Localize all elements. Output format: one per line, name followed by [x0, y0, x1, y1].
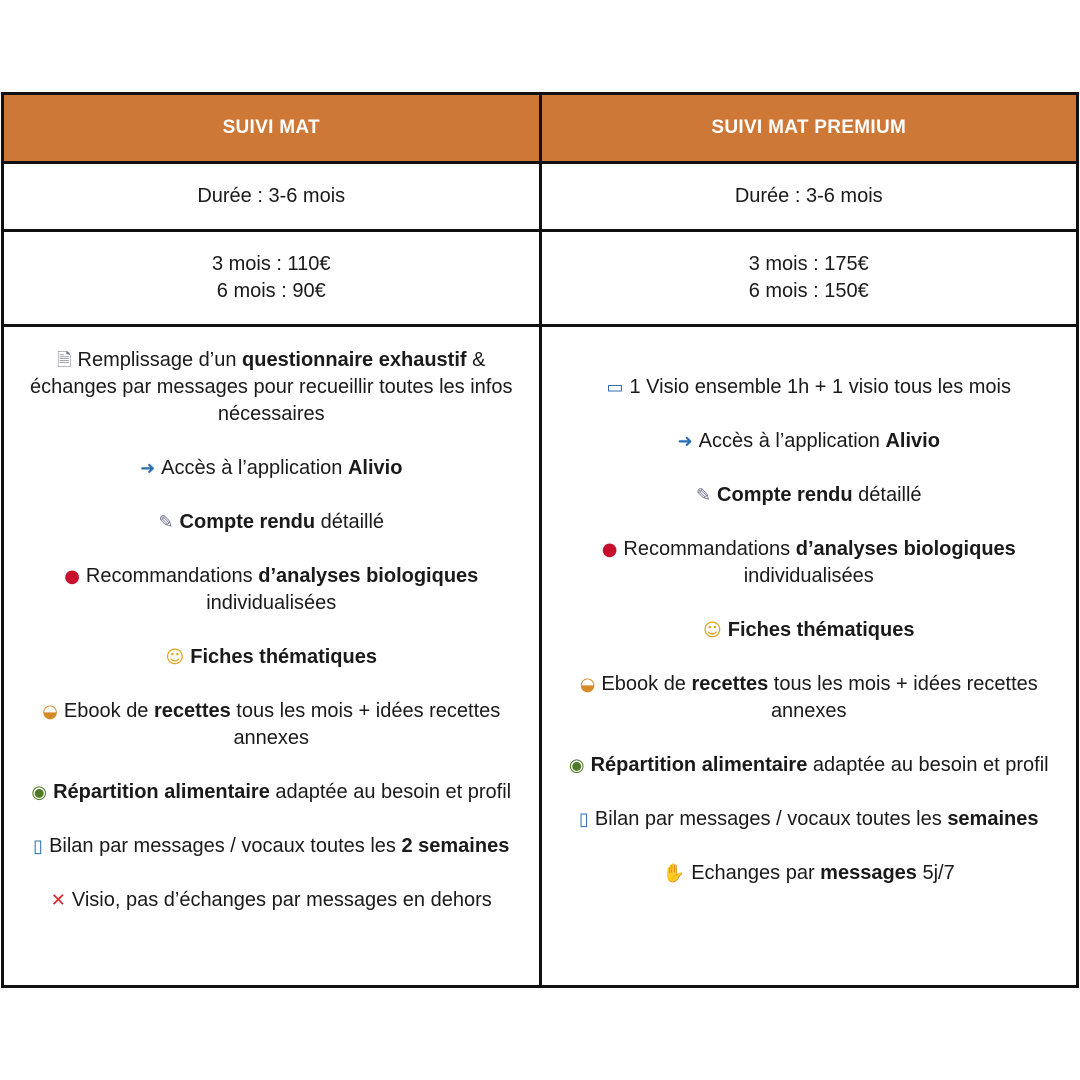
feature-highlight: Alivio — [347, 457, 403, 479]
mobile-arrow-icon: ➜ — [140, 458, 156, 479]
raising-hands-icon: ✋ — [662, 863, 686, 884]
price-3-months: 3 mois : 175€ — [748, 253, 869, 275]
feature-text: Echanges par — [691, 862, 821, 884]
feature-item: ◉ Répartition alimentaire adaptée au beso… — [18, 779, 525, 806]
feature-text: Bilan par messages / vocaux toutes les — [49, 835, 402, 857]
feature-item: ✕ Visio, pas d’échanges par messages en d… — [18, 887, 525, 914]
feature-text: Recommandations — [623, 538, 796, 560]
feature-text: individualisées — [743, 565, 874, 587]
feature-text: 5j/7 — [916, 862, 955, 884]
price-6-months: 6 mois : 90€ — [216, 280, 326, 302]
avocado-icon: ◉ — [31, 782, 48, 803]
feature-text: individualisées — [206, 592, 337, 614]
pancakes-icon: ◒ — [579, 674, 596, 695]
avocado-icon: ◉ — [568, 755, 585, 776]
memo-icon: ✎ — [158, 512, 174, 533]
feature-text: tous les mois + idées recettes annexes — [768, 673, 1038, 722]
feature-text: Ebook de — [63, 700, 154, 722]
duration-row: Durée : 3-6 mois Durée : 3-6 mois — [1, 161, 1079, 232]
feature-text: tous les mois + idées recettes annexes — [230, 700, 501, 749]
feature-text: Remplissage d’un — [77, 349, 243, 371]
cross-mark-icon: ✕ — [50, 890, 66, 911]
mobile-arrow-icon: ➜ — [677, 431, 693, 452]
nerd-face-icon: ☺ — [703, 620, 722, 641]
feature-highlight: recettes — [154, 700, 231, 722]
mobile-phone-icon: ▯ — [33, 836, 44, 857]
feature-item: ✎ Compte rendu détaillé — [18, 509, 525, 536]
features-suivi-mat: 🗎 Remplissage d’un questionnaire exhausti… — [1, 324, 542, 988]
plan-title-suivi-mat: SUIVI MAT — [1, 92, 542, 164]
blood-drop-icon: ● — [601, 539, 618, 560]
feature-text: Recommandations — [85, 565, 259, 587]
feature-item: ◉ Répartition alimentaire adaptée au beso… — [556, 752, 1063, 779]
price-3-months: 3 mois : 110€ — [211, 253, 331, 275]
feature-highlight: questionnaire exhaustif — [242, 349, 467, 371]
feature-highlight: messages — [820, 862, 917, 884]
feature-text: Visio, pas d’échanges par messages en de… — [71, 889, 492, 911]
feature-text: adaptée au besoin et profil — [807, 754, 1049, 776]
feature-text: Accès à l’application — [698, 430, 886, 452]
feature-item: ✎ Compte rendu détaillé — [556, 482, 1063, 509]
feature-item: ➜ Accès à l’application Alivio — [556, 428, 1063, 455]
feature-highlight: d’analyses biologiques — [795, 538, 1016, 560]
features-suivi-mat-premium: ▭ 1 Visio ensemble 1h + 1 visio tous les … — [538, 324, 1079, 988]
feature-text: détaillé — [852, 484, 922, 506]
feature-item: ➜ Accès à l’application Alivio — [18, 455, 525, 482]
feature-highlight: semaines — [947, 808, 1039, 830]
feature-item: ● Recommandations d’analyses biologiques … — [18, 563, 525, 617]
feature-item: ◒ Ebook de recettes tous les mois + idées… — [18, 698, 525, 752]
duration-suivi-mat: Durée : 3-6 mois — [1, 161, 542, 232]
duration-suivi-mat-premium: Durée : 3-6 mois — [538, 161, 1079, 232]
feature-highlight: Alivio — [885, 430, 940, 452]
feature-item: ▯ Bilan par messages / vocaux toutes les … — [556, 806, 1063, 833]
blood-drop-icon: ● — [64, 566, 80, 587]
feature-item: ◒ Ebook de recettes tous les mois + idées… — [556, 671, 1063, 725]
header-row: SUIVI MAT SUIVI MAT PREMIUM — [1, 92, 1079, 164]
feature-highlight: Compte rendu — [179, 511, 316, 533]
feature-text: 1 Visio ensemble 1h + 1 visio tous les m… — [629, 376, 1012, 398]
feature-text: adaptée au besoin et profil — [269, 781, 512, 803]
mobile-phone-icon: ▯ — [579, 809, 589, 830]
feature-highlight: recettes — [691, 673, 769, 695]
feature-item: ✋ Echanges par messages 5j/7 — [556, 860, 1063, 887]
laptop-icon: ▭ — [606, 377, 624, 398]
feature-highlight: 2 semaines — [401, 835, 510, 857]
price-row: 3 mois : 110€ 6 mois : 90€ 3 mois : 175€… — [1, 229, 1079, 327]
feature-item: ☺ Fiches thématiques — [556, 617, 1063, 644]
memo-icon: ✎ — [695, 485, 712, 506]
price-6-months: 6 mois : 150€ — [748, 280, 869, 302]
nerd-face-icon: ☺ — [165, 647, 185, 668]
plan-title-suivi-mat-premium: SUIVI MAT PREMIUM — [538, 92, 1079, 164]
document-icon: 🗎 — [57, 350, 72, 371]
pricing-table: SUIVI MAT SUIVI MAT PREMIUM Durée : 3-6 … — [1, 92, 1079, 988]
feature-text: & échanges par messages pour recueillir … — [30, 349, 513, 425]
feature-highlight: Compte rendu — [717, 484, 853, 506]
feature-text: Bilan par messages / vocaux toutes les — [594, 808, 948, 830]
features-row: 🗎 Remplissage d’un questionnaire exhausti… — [1, 324, 1079, 988]
feature-item: ▯ Bilan par messages / vocaux toutes les … — [18, 833, 525, 860]
feature-highlight: Fiches thématiques — [190, 646, 377, 668]
prices-suivi-mat-premium: 3 mois : 175€ 6 mois : 150€ — [538, 229, 1079, 327]
pancakes-icon: ◒ — [42, 701, 58, 722]
feature-item: 🗎 Remplissage d’un questionnaire exhausti… — [18, 347, 525, 428]
feature-item: ● Recommandations d’analyses biologiques … — [556, 536, 1063, 590]
feature-item: ▭ 1 Visio ensemble 1h + 1 visio tous les … — [556, 374, 1063, 401]
feature-text: détaillé — [315, 511, 385, 533]
prices-suivi-mat: 3 mois : 110€ 6 mois : 90€ — [1, 229, 542, 327]
feature-highlight: Fiches thématiques — [727, 619, 915, 641]
feature-text: Ebook de — [601, 673, 692, 695]
feature-highlight: d’analyses biologiques — [258, 565, 479, 587]
feature-text: Accès à l’application — [161, 457, 348, 479]
feature-highlight: Répartition alimentaire — [590, 754, 808, 776]
feature-item: ☺ Fiches thématiques — [18, 644, 525, 671]
feature-highlight: Répartition alimentaire — [53, 781, 270, 803]
